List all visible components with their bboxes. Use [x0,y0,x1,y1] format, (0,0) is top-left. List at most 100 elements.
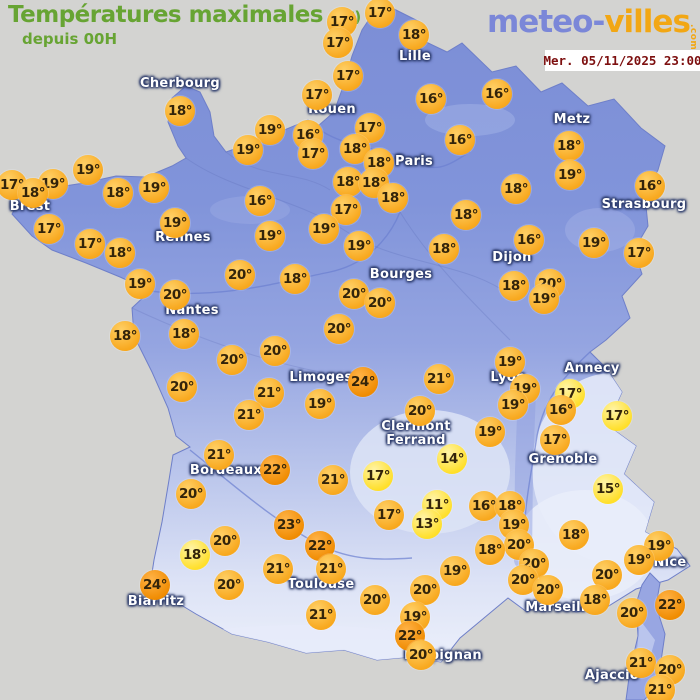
temp-marker: 19° [139,173,169,203]
temp-marker: 18° [501,174,531,204]
temp-marker: 17° [75,229,105,259]
temp-marker: 21° [306,600,336,630]
city-label: Biarritz [127,594,185,609]
temp-marker: 18° [559,520,589,550]
city-label: Strasbourg [601,197,687,212]
temp-marker: 21° [316,554,346,584]
temp-marker: 20° [260,336,290,366]
city-label: Limoges [289,370,353,385]
temp-marker: 14° [437,444,467,474]
temp-marker: 20° [504,530,534,560]
city-label: Ajaccio [584,668,640,683]
temp-marker: 18° [499,271,529,301]
temp-marker: 20° [176,479,206,509]
city-label: Paris [394,154,434,169]
temp-marker: 19° [305,389,335,419]
city-label: Bordeaux [189,463,263,478]
temp-marker: 19° [73,155,103,185]
temp-marker: 18° [475,535,505,565]
temp-marker: 19° [233,135,263,165]
temp-marker: 18° [554,131,584,161]
temp-marker: 20° [167,372,197,402]
city-label: Lille [399,49,431,64]
temp-marker: 20° [405,396,435,426]
city-label: Annecy [564,361,620,376]
temp-marker: 16° [245,186,275,216]
page-title: Températures maximales (°C) [8,2,361,28]
temp-marker: 20° [214,570,244,600]
temp-marker: 22° [655,590,685,620]
temp-marker: 20° [210,526,240,556]
city-label: Dijon [492,250,532,265]
temp-marker: 17° [331,195,361,225]
temp-marker: 19° [475,417,505,447]
temp-marker: 20° [617,598,647,628]
city-label: Cherbourg [140,76,220,91]
temp-marker: 19° [498,390,528,420]
temp-marker: 19° [624,545,654,575]
temp-marker: 19° [309,214,339,244]
temp-marker: 23° [274,510,304,540]
temp-marker: 20° [410,575,440,605]
temp-marker: 16° [635,171,665,201]
temp-marker: 24° [348,367,378,397]
temp-marker: 18° [399,20,429,50]
city-label: Bourges [369,267,433,282]
temp-marker: 19° [495,347,525,377]
meteo-villes-logo[interactable]: meteo-villes [487,4,691,40]
temp-marker: 19° [440,556,470,586]
temp-marker: 17° [302,80,332,110]
datetime-text: Mer. 05/11/2025 23:00 [543,53,700,68]
temp-marker: 17° [374,500,404,530]
temp-marker: 16° [546,395,576,425]
temp-marker: 20° [217,345,247,375]
logo-part-blue: meteo- [487,4,605,40]
logo-com-suffix: .com [688,24,698,51]
temp-marker: 17° [540,425,570,455]
temp-marker: 16° [482,79,512,109]
temp-marker: 21° [263,554,293,584]
temp-marker: 15° [593,474,623,504]
city-label: Clermont Ferrand [381,419,451,448]
temp-marker: 19° [160,208,190,238]
temp-marker: 20° [365,288,395,318]
temp-marker: 17° [602,401,632,431]
temp-marker: 19° [499,510,529,540]
city-label: Grenoble [528,452,598,467]
temp-marker: 19° [555,160,585,190]
temp-marker: 18° [18,178,48,208]
temp-marker: 21° [318,465,348,495]
temp-marker: 18° [110,321,140,351]
temp-marker: 20° [339,279,369,309]
temp-marker: 13° [412,509,442,539]
temp-marker: 21° [204,440,234,470]
temp-marker: 16° [469,491,499,521]
temp-marker: 19° [344,231,374,261]
logo-part-orange: villes [604,4,691,40]
temp-marker: 20° [225,260,255,290]
page-title-text: Températures maximales [8,2,324,28]
temp-marker: 20° [160,280,190,310]
temp-marker: 18° [165,96,195,126]
temp-marker: 21° [424,364,454,394]
temp-marker: 20° [406,640,436,670]
temp-marker: 18° [580,585,610,615]
temp-marker: 18° [378,183,408,213]
temp-marker: 21° [234,400,264,430]
temp-marker: 19° [255,221,285,251]
temp-marker: 18° [169,319,199,349]
temp-marker: 19° [579,228,609,258]
temp-marker: 17° [363,461,393,491]
temp-marker: 17° [333,61,363,91]
temp-marker: 17° [34,214,64,244]
temp-marker: 18° [333,167,363,197]
temp-marker: 20° [533,575,563,605]
temp-marker: 21° [645,675,675,700]
temp-marker: 20° [360,585,390,615]
temp-marker: 17° [298,139,328,169]
page-subtitle: depuis 00H [22,30,118,48]
temp-marker: 18° [180,540,210,570]
temp-marker: 19° [529,284,559,314]
temp-marker: 21° [626,648,656,678]
